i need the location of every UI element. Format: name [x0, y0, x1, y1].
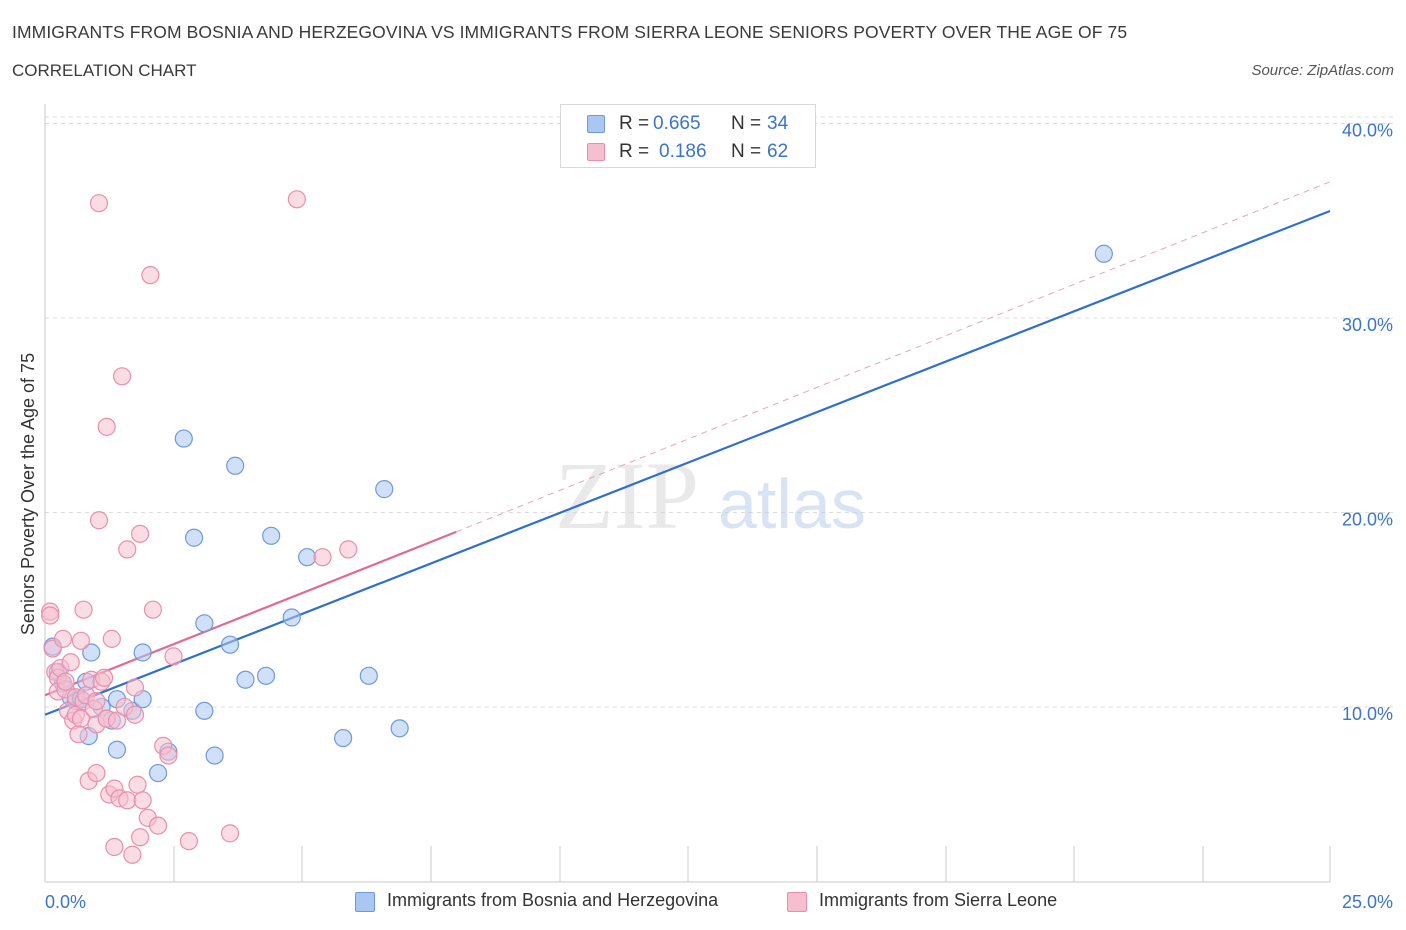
grid-layer — [45, 116, 1395, 708]
data-point-bosnia — [375, 480, 394, 499]
data-point-sierra-leone — [287, 190, 306, 209]
data-point-sierra-leone — [220, 824, 240, 843]
data-point-bosnia — [174, 429, 193, 448]
data-point-sierra-leone — [105, 837, 124, 857]
data-point-bosnia — [282, 608, 301, 627]
data-point-sierra-leone — [125, 705, 145, 724]
legend-swatch-pink — [787, 892, 807, 912]
data-point-bosnia — [107, 740, 127, 759]
n-value: 34 — [767, 113, 789, 134]
legend-swatch-blue — [355, 892, 375, 912]
trend-extension-sierra-leone — [456, 181, 1331, 533]
data-point-bosnia — [220, 635, 240, 654]
r-value: 0.665 — [653, 113, 701, 134]
legend-swatch-pink — [587, 143, 605, 161]
data-point-bosnia — [184, 528, 204, 547]
y-tick-label: 10.0% — [1342, 704, 1393, 724]
data-point-bosnia — [133, 643, 152, 662]
data-point-sierra-leone — [125, 678, 145, 697]
data-point-sierra-leone — [71, 631, 91, 650]
data-point-bosnia — [236, 670, 255, 689]
data-point-sierra-leone — [123, 845, 142, 864]
y-tick-label: 40.0% — [1342, 120, 1393, 140]
data-point-sierra-leone — [143, 600, 163, 619]
n-value: 62 — [767, 141, 789, 162]
data-point-sierra-leone — [133, 791, 152, 810]
watermark-atlas: atlas — [718, 465, 866, 543]
data-point-bosnia — [1094, 244, 1113, 263]
data-point-sierra-leone — [56, 672, 75, 691]
legend-stats: R = 0.665 N = 34 R = 0.186 N = 62 — [560, 104, 816, 168]
data-point-sierra-leone — [107, 711, 127, 730]
data-point-sierra-leone — [179, 832, 199, 851]
data-point-sierra-leone — [141, 266, 160, 285]
r-label: R = — [619, 141, 650, 162]
data-point-bosnia — [82, 643, 101, 662]
legend-label: Immigrants from Sierra Leone — [819, 890, 1058, 910]
data-point-sierra-leone — [339, 540, 358, 559]
chart-source: Source: ZipAtlas.com — [1251, 62, 1394, 79]
data-point-bosnia — [195, 614, 214, 633]
data-point-bosnia — [298, 548, 317, 567]
data-point-bosnia — [205, 746, 224, 765]
chart-subtitle: CORRELATION CHART — [12, 61, 197, 80]
data-point-sierra-leone — [95, 668, 114, 687]
data-point-sierra-leone — [313, 548, 332, 567]
data-point-sierra-leone — [53, 629, 73, 648]
data-point-sierra-leone — [61, 653, 80, 672]
data-point-sierra-leone — [130, 524, 150, 543]
data-point-sierra-leone — [74, 600, 93, 619]
data-point-sierra-leone — [128, 775, 147, 794]
x-tick-label: 25.0% — [1342, 892, 1393, 912]
data-point-sierra-leone — [118, 540, 137, 559]
data-point-sierra-leone — [164, 647, 183, 666]
data-point-sierra-leone — [69, 725, 88, 744]
trend-line-sierra-leone — [44, 530, 457, 697]
data-point-sierra-leone — [112, 367, 132, 386]
n-label: N = — [731, 113, 762, 134]
legend-swatch-blue — [587, 115, 605, 133]
data-point-sierra-leone — [159, 746, 178, 765]
watermark: ZIP atlas — [555, 442, 866, 549]
data-point-bosnia — [359, 666, 378, 685]
r-value: 0.186 — [659, 141, 707, 162]
data-point-bosnia — [226, 456, 245, 475]
data-point-bosnia — [256, 666, 276, 685]
x-tick-label: 0.0% — [45, 892, 86, 912]
data-point-bosnia — [334, 728, 353, 748]
n-label: N = — [731, 141, 762, 162]
data-point-sierra-leone — [97, 417, 116, 436]
data-point-sierra-leone — [118, 791, 137, 810]
points-layer — [41, 190, 1113, 864]
data-point-sierra-leone — [102, 629, 121, 648]
y-tick-label: 30.0% — [1342, 315, 1393, 335]
legend-label: Immigrants from Bosnia and Herzegovina — [387, 890, 719, 910]
data-point-sierra-leone — [87, 763, 106, 783]
r-label: R = — [619, 113, 650, 134]
chart-title: IMMIGRANTS FROM BOSNIA AND HERZEGOVINA V… — [12, 22, 1128, 42]
data-point-sierra-leone — [148, 816, 168, 835]
data-point-sierra-leone — [130, 828, 150, 847]
y-axis-title: Seniors Poverty Over the Age of 75 — [18, 353, 38, 635]
data-point-sierra-leone — [41, 606, 60, 625]
data-point-bosnia — [262, 526, 281, 545]
watermark-zip: ZIP — [555, 442, 699, 549]
trend-line-bosnia — [44, 209, 1331, 716]
data-point-bosnia — [195, 701, 214, 720]
axis-layer: 10.0% 20.0% 30.0% 40.0% 0.0% 25.0% — [44, 104, 1393, 912]
data-point-bosnia — [148, 763, 168, 783]
data-point-sierra-leone — [89, 511, 109, 530]
trend-layer — [44, 181, 1331, 716]
data-point-sierra-leone — [87, 692, 106, 711]
data-point-bosnia — [390, 719, 409, 738]
data-point-sierra-leone — [89, 194, 109, 213]
y-tick-label: 20.0% — [1342, 509, 1393, 529]
